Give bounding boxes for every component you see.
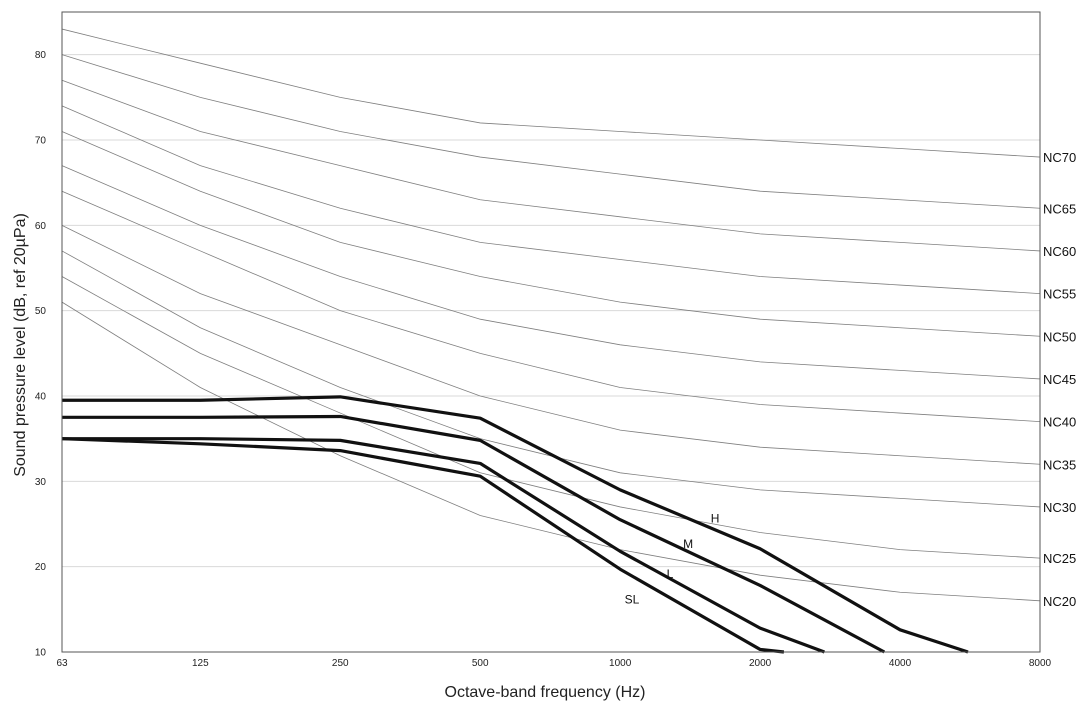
nc-curve-line — [61, 105, 1041, 294]
series-label: SL — [625, 592, 640, 606]
nc-curve-line — [61, 276, 1041, 559]
x-tick-label: 4000 — [889, 658, 912, 669]
series-line — [61, 437, 785, 654]
y-axis-title: Sound pressure level (dB, ref 20µPa) — [12, 213, 29, 477]
y-tick-label: 80 — [35, 50, 47, 61]
nc-curve-line — [61, 28, 1041, 158]
plot-frame — [61, 11, 1041, 653]
x-axis-title: Octave-band frequency (Hz) — [445, 684, 646, 701]
nc-curve-label: NC30 — [1043, 500, 1076, 515]
series-line — [62, 414, 886, 654]
nc-curve-label: NC70 — [1043, 150, 1076, 165]
series-label: H — [711, 511, 720, 525]
series-layer — [61, 395, 969, 654]
nc-curve-label: NC25 — [1043, 551, 1076, 566]
series-label: L — [667, 567, 674, 581]
nc-curve-label: NC65 — [1043, 201, 1076, 216]
grid-layer — [62, 54, 1040, 568]
nc-curve-line — [61, 190, 1041, 422]
x-tick-labels: 63 125 250 500 1000 2000 4000 8000 — [56, 658, 1051, 669]
x-tick-label: 1000 — [609, 658, 632, 669]
nc-curves-layer — [61, 28, 1041, 602]
y-tick-label: 60 — [35, 221, 47, 232]
x-tick-label: 2000 — [749, 658, 772, 669]
nc-curve-line — [61, 54, 1041, 209]
y-tick-label: 10 — [35, 648, 47, 659]
nc-curve-labels: NC70 NC65 NC60 NC55 NC50 NC45 NC40 NC35 NC30 NC25… — [1043, 150, 1076, 609]
nc-curve-line — [61, 79, 1041, 252]
x-tick-label: 125 — [192, 658, 209, 669]
y-tick-label: 70 — [35, 136, 47, 147]
series-line — [62, 437, 825, 654]
x-tick-label: 500 — [472, 658, 489, 669]
series-labels: H M L SL — [625, 511, 720, 606]
y-tick-labels: 10 20 30 40 50 60 70 80 — [35, 50, 47, 658]
y-tick-label: 30 — [35, 477, 47, 488]
nc-curve-label: NC20 — [1043, 594, 1076, 609]
nc-curve-line — [61, 301, 1041, 602]
nc-curve-label: NC55 — [1043, 287, 1076, 302]
nc-curve-label: NC45 — [1043, 372, 1076, 387]
nc-curve-line — [61, 224, 1041, 465]
nc-curve-label: NC35 — [1043, 457, 1076, 472]
nc-curve-line — [61, 165, 1041, 380]
series-label: M — [683, 537, 693, 551]
nc-curve-label: NC50 — [1043, 329, 1076, 344]
x-tick-label: 8000 — [1029, 658, 1052, 669]
y-tick-label: 40 — [35, 392, 47, 403]
nc-curve-label: NC60 — [1043, 244, 1076, 259]
series-line — [62, 395, 969, 654]
nc-curve-line — [61, 131, 1041, 337]
y-tick-label: 50 — [35, 306, 47, 317]
x-tick-label: 250 — [332, 658, 349, 669]
nc-curve-label: NC40 — [1043, 415, 1076, 430]
x-tick-label: 63 — [56, 658, 68, 669]
y-tick-label: 20 — [35, 562, 47, 573]
